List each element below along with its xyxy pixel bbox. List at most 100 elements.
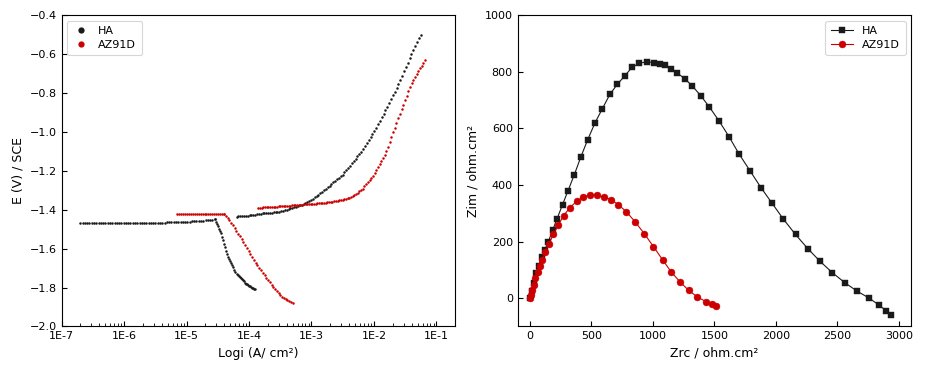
AZ91D [187,211,198,216]
X-axis label: Logi (A/ cm²): Logi (A/ cm²) [219,347,298,360]
HA [851,289,862,293]
HA [802,246,813,251]
HA [839,280,850,285]
Legend: HA, AZ91D: HA, AZ91D [68,21,142,55]
AZ91D [666,270,677,274]
AZ91D [613,203,624,207]
AZ91D [527,288,538,292]
AZ91D [630,220,641,224]
AZ91D [674,279,685,284]
HA [526,289,537,293]
AZ91D [692,295,703,299]
HA [790,232,801,237]
HA [524,296,535,301]
AZ91D [621,210,632,214]
HA [641,60,652,64]
AZ91D [189,211,200,216]
AZ91D [180,211,191,216]
AZ91D [598,195,609,199]
Line: HA: HA [527,59,895,318]
HA [582,137,594,142]
AZ91D [528,282,539,287]
HA [778,217,789,221]
Y-axis label: E (V) / SCE: E (V) / SCE [11,137,24,204]
HA [605,92,616,96]
HA [695,93,707,98]
AZ91D [648,244,659,249]
AZ91D [548,232,559,237]
AZ91D [525,293,536,297]
AZ91D [195,211,206,216]
HA [723,135,734,139]
HA [597,106,608,111]
AZ91D [191,211,202,216]
AZ91D [185,211,196,216]
AZ91D [206,211,218,216]
AZ91D [208,211,219,216]
HA [680,76,691,81]
HA [531,270,542,275]
AZ91D [173,211,184,216]
HA [569,173,580,177]
Line: HA: HA [79,218,216,224]
HA [119,221,130,226]
AZ91D [564,206,575,210]
AZ91D [181,211,193,216]
AZ91D [639,232,650,236]
HA [533,263,544,268]
HA [75,221,86,226]
HA [714,119,725,124]
HA [704,105,715,109]
AZ91D [537,258,548,262]
HA [547,228,558,233]
AZ91D [553,223,564,227]
HA [745,168,756,173]
AZ91D [197,211,208,216]
AZ91D [171,211,182,216]
HA [536,255,547,259]
AZ91D [558,213,569,218]
HA [551,217,562,221]
HA [528,280,539,285]
HA [648,60,659,65]
HA [114,221,125,226]
AZ91D [219,211,230,216]
HA [864,296,875,301]
AZ91D [215,211,226,216]
HA [557,203,568,207]
HA [612,82,623,87]
AZ91D [211,211,222,216]
AZ91D [176,211,187,216]
HA [672,71,683,75]
AZ91D [203,211,214,216]
AZ91D [710,304,721,308]
HA [626,65,637,70]
AZ91D [683,288,694,292]
AZ91D [194,211,205,216]
HA [633,61,644,65]
AZ91D [606,197,617,202]
AZ91D [540,250,551,255]
HA [539,248,550,252]
AZ91D [178,211,189,216]
AZ91D [205,211,216,216]
Line: AZ91D: AZ91D [176,212,225,215]
AZ91D [532,270,544,274]
HA [767,201,778,206]
Y-axis label: Zim / ohm.cm²: Zim / ohm.cm² [466,125,480,217]
AZ91D [592,193,603,198]
AZ91D [578,195,589,199]
AZ91D [201,211,212,216]
HA [827,270,838,275]
HA [815,259,826,263]
HA [659,63,670,68]
AZ91D [183,211,194,216]
HA [687,83,698,88]
HA [886,312,897,317]
AZ91D [700,299,711,304]
AZ91D [544,242,555,246]
AZ91D [657,258,669,262]
AZ91D [534,264,545,269]
HA [666,67,677,71]
X-axis label: Zrc / ohm.cm²: Zrc / ohm.cm² [670,347,758,360]
